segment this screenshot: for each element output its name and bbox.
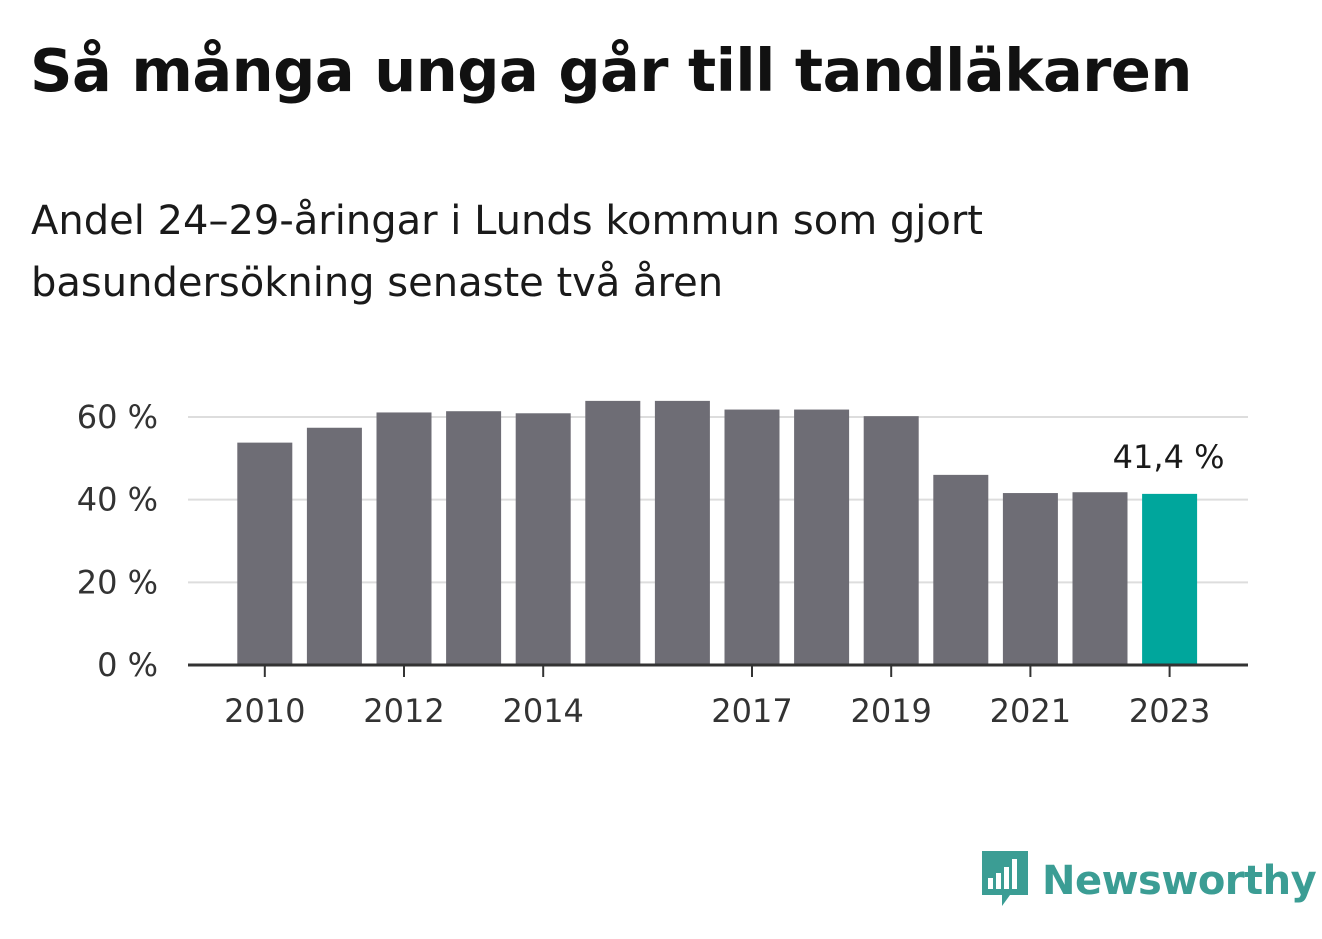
bar	[863, 416, 919, 665]
y-tick-label: 0 %	[97, 646, 158, 684]
x-tick-label: 2014	[502, 692, 583, 730]
bar	[933, 474, 989, 665]
bar-chart-speech-bubble-icon	[980, 848, 1030, 914]
bar	[376, 412, 432, 665]
bar	[724, 409, 780, 665]
x-tick-label: 2010	[224, 692, 305, 730]
bar-highlight	[1142, 493, 1198, 665]
x-tick-label: 2019	[850, 692, 931, 730]
bar	[794, 409, 850, 665]
x-tick-label: 2021	[990, 692, 1071, 730]
grid-lines	[188, 416, 1248, 584]
bars	[237, 400, 1198, 665]
y-tick-label: 20 %	[77, 563, 158, 601]
bar	[446, 411, 502, 665]
brand-name: Newsworthy	[1042, 858, 1317, 904]
x-tick-label: 2017	[711, 692, 792, 730]
brand-logo: Newsworthy	[980, 848, 1317, 914]
chart-subtitle: Andel 24–29-åringar i Lunds kommun som g…	[31, 198, 983, 306]
y-tick-label: 60 %	[77, 398, 158, 436]
bar	[654, 400, 710, 665]
y-tick-label: 40 %	[77, 481, 158, 519]
data-label: 41,4 %	[1113, 438, 1225, 476]
bar-chart: 0 % 20 % 40 % 60 % 2010 2012 2014 2017 2019 2021 2…	[77, 398, 1248, 730]
bar	[585, 400, 641, 665]
bar	[237, 442, 293, 665]
bar	[515, 413, 571, 665]
labels: 0 % 20 % 40 % 60 % 2010 2012 2014 2017 2019 2021 2…	[77, 398, 1225, 730]
x-tick-label: 2023	[1129, 692, 1210, 730]
chart-title: Så många unga går till tandläkaren	[30, 36, 1192, 105]
bar	[1002, 493, 1058, 665]
bar	[306, 427, 362, 665]
axes	[188, 663, 1248, 677]
x-tick-label: 2012	[363, 692, 444, 730]
bar	[1072, 492, 1128, 665]
